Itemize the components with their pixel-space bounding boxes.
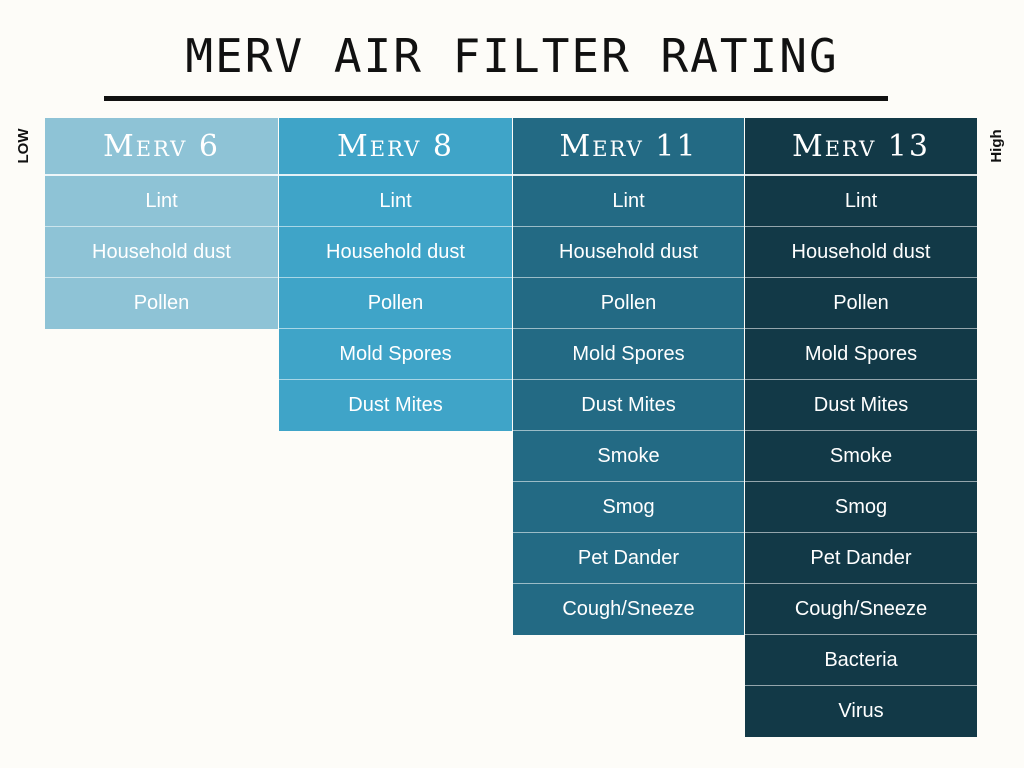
list-item: Smog bbox=[513, 482, 744, 533]
column-header: Merv 8 bbox=[279, 118, 512, 176]
list-item: Mold Spores bbox=[513, 329, 744, 380]
list-item: Dust Mites bbox=[348, 394, 443, 416]
list-item: Lint bbox=[45, 176, 278, 227]
list-item: Smoke bbox=[745, 431, 977, 482]
list-item: Pollen bbox=[513, 278, 744, 329]
list-item: Mold Spores bbox=[745, 329, 977, 380]
list-item: Pet Dander bbox=[513, 533, 744, 584]
list-item: Virus bbox=[838, 700, 884, 722]
column-merv-11: Merv 11 Lint Household dust Pollen Mold … bbox=[513, 118, 744, 635]
list-item: Pet Dander bbox=[745, 533, 977, 584]
column-header: Merv 11 bbox=[513, 118, 744, 176]
list-item: Cough/Sneeze bbox=[745, 584, 977, 635]
list-item: Household dust bbox=[279, 227, 512, 278]
list-item: Bacteria bbox=[745, 635, 977, 686]
column-header: Merv 13 bbox=[745, 118, 977, 176]
list-item: Smog bbox=[745, 482, 977, 533]
list-item: Smoke bbox=[513, 431, 744, 482]
list-item: Household dust bbox=[513, 227, 744, 278]
list-item: Pollen bbox=[745, 278, 977, 329]
list-item: Household dust bbox=[745, 227, 977, 278]
high-label: High bbox=[988, 129, 1005, 163]
list-item: Pollen bbox=[279, 278, 512, 329]
list-item: Lint bbox=[745, 176, 977, 227]
list-item: Dust Mites bbox=[745, 380, 977, 431]
list-item: Pollen bbox=[133, 292, 190, 314]
list-item: Cough/Sneeze bbox=[562, 598, 695, 620]
low-label: LOW bbox=[15, 128, 32, 164]
list-item: Mold Spores bbox=[279, 329, 512, 380]
column-merv-8: Merv 8 Lint Household dust Pollen Mold S… bbox=[279, 118, 512, 431]
list-item: Lint bbox=[513, 176, 744, 227]
column-header: Merv 6 bbox=[45, 118, 278, 176]
column-merv-6: Merv 6 Lint Household dust Pollen bbox=[45, 118, 278, 329]
list-item: Lint bbox=[279, 176, 512, 227]
list-item: Dust Mites bbox=[513, 380, 744, 431]
list-item: Household dust bbox=[45, 227, 278, 278]
title-underline bbox=[104, 96, 888, 101]
column-merv-13: Merv 13 Lint Household dust Pollen Mold … bbox=[745, 118, 977, 737]
page-title: MERV AIR FILTER RATING bbox=[185, 29, 839, 83]
